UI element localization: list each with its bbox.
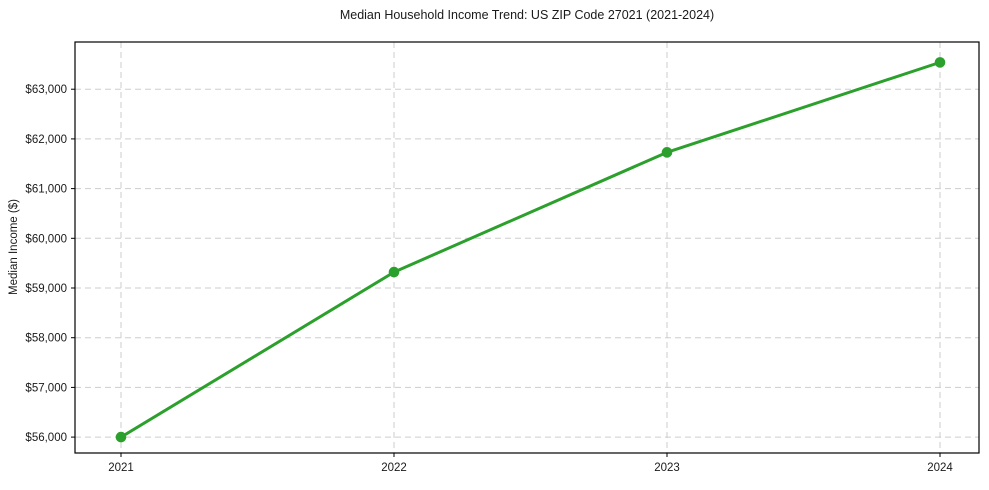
data-point-marker xyxy=(115,431,127,443)
y-tick-label: $60,000 xyxy=(25,233,67,245)
y-tick-label: $59,000 xyxy=(25,283,67,295)
y-tick-label: $56,000 xyxy=(25,432,67,444)
y-axis-label: Median Income ($) xyxy=(8,199,20,295)
y-tick-label: $58,000 xyxy=(25,333,67,345)
data-point-marker xyxy=(661,147,673,158)
x-tick-label: 2024 xyxy=(927,462,953,474)
data-point-marker xyxy=(388,266,400,278)
data-point-marker xyxy=(934,57,946,68)
x-tick-label: 2022 xyxy=(381,462,407,474)
chart-title: Median Household Income Trend: US ZIP Co… xyxy=(339,8,715,22)
y-tick-label: $62,000 xyxy=(25,134,67,146)
y-tick-label: $61,000 xyxy=(25,184,67,196)
income-trend-line xyxy=(119,60,942,439)
x-tick-label: 2023 xyxy=(654,462,680,474)
y-tick-label: $63,000 xyxy=(25,84,67,96)
plot-border xyxy=(74,41,980,454)
x-tick-label: 2021 xyxy=(108,462,134,474)
y-tick-label: $57,000 xyxy=(25,382,67,394)
